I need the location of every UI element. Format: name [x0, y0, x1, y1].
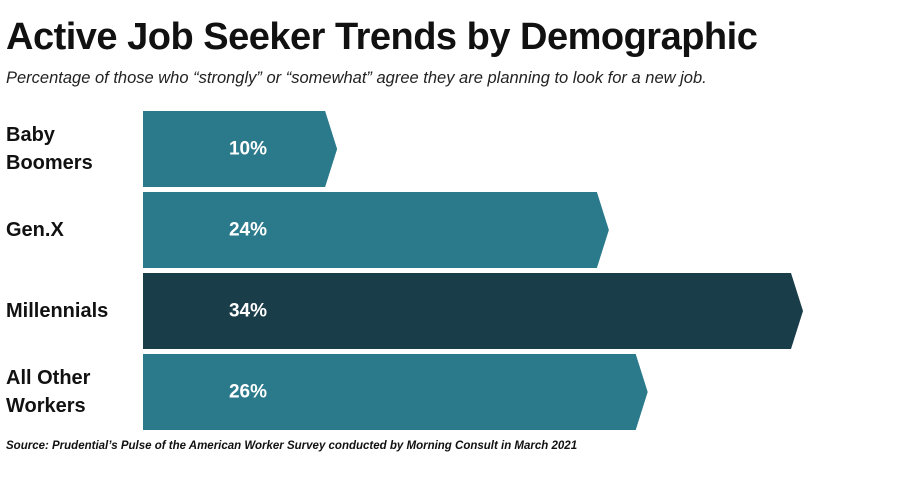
source-note: Source: Prudential’s Pulse of the Americ… — [6, 440, 578, 452]
bar-chart: 10% Baby Boomers 24% Gen.X 34% Millennials 26% A… — [6, 111, 803, 430]
bar — [143, 354, 648, 430]
data-label: 26% — [229, 382, 267, 403]
data-label: 34% — [229, 301, 267, 322]
bar — [143, 273, 803, 349]
bar — [143, 111, 338, 187]
category-label: Millennials — [6, 300, 108, 322]
category-label: Gen.X — [6, 219, 64, 241]
category-label: Baby Boomers — [6, 124, 93, 174]
chart-title: Active Job Seeker Trends by Demographic — [6, 16, 758, 58]
category-label: All Other Workers — [6, 367, 91, 417]
data-label: 24% — [229, 220, 267, 241]
data-label: 10% — [229, 139, 267, 160]
bar — [143, 192, 609, 268]
chart-subtitle: Percentage of those who “strongly” or “s… — [6, 69, 707, 87]
